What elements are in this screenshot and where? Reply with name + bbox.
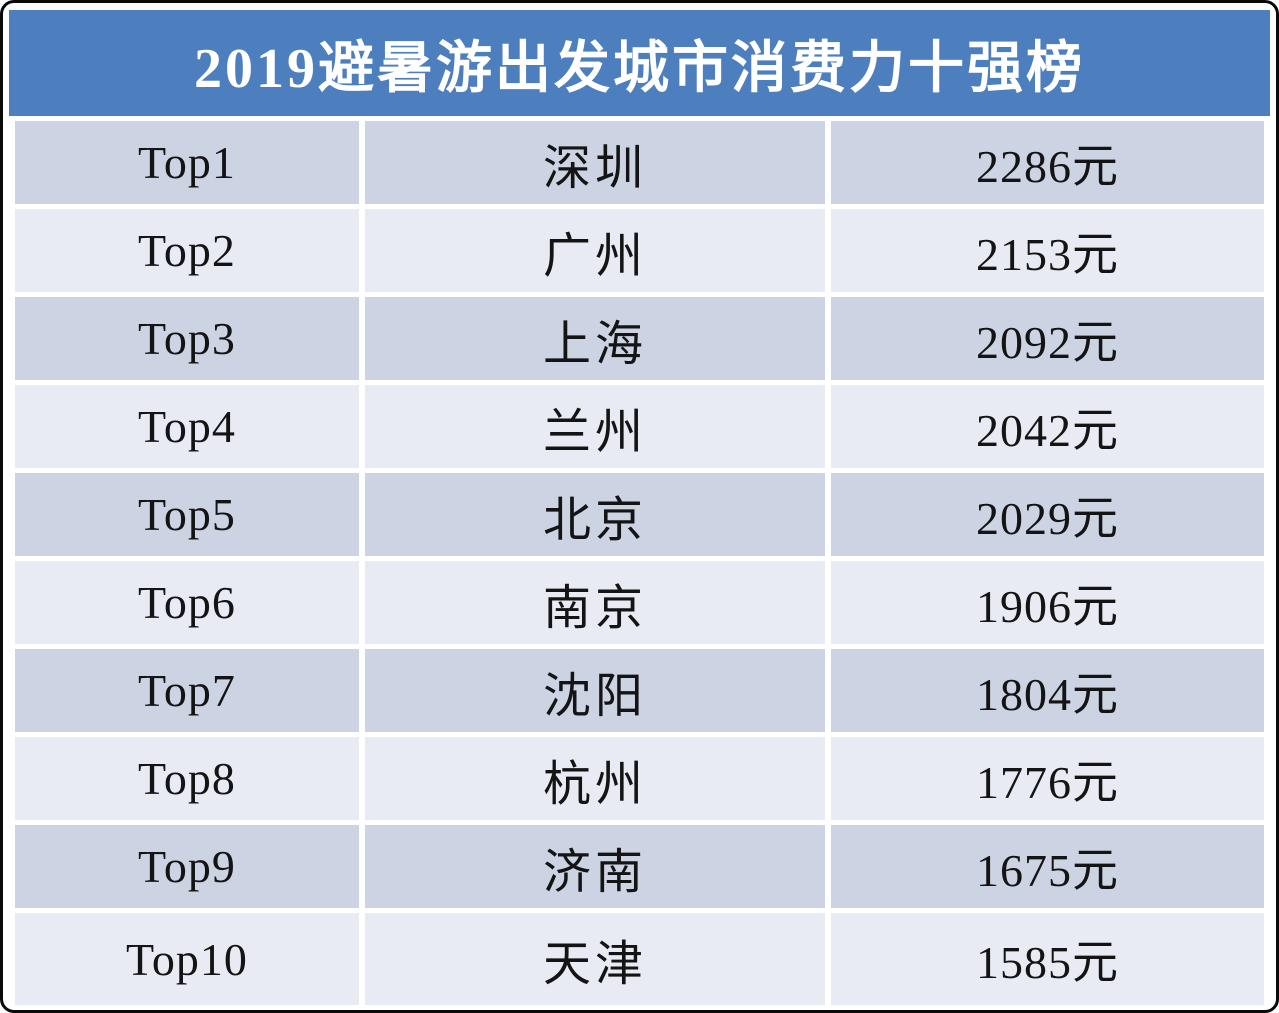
rank-cell: Top9 [15, 825, 359, 908]
price-cell: 1906元 [831, 561, 1264, 644]
table-row: Top3 上海 2092元 [15, 297, 1264, 380]
table-row: Top10 天津 1585元 [15, 913, 1264, 1005]
page-title: 2019避暑游出发城市消费力十强榜 [194, 37, 1085, 100]
price-cell: 2286元 [831, 121, 1264, 204]
table-row: Top4 兰州 2042元 [15, 385, 1264, 468]
table-row: Top7 沈阳 1804元 [15, 649, 1264, 732]
city-cell: 南京 [364, 561, 826, 644]
price-cell: 2092元 [831, 297, 1264, 380]
city-cell: 沈阳 [364, 649, 826, 732]
rank-cell: Top10 [15, 913, 359, 1005]
table-row: Top1 深圳 2286元 [15, 121, 1264, 204]
rank-cell: Top7 [15, 649, 359, 732]
rank-cell: Top1 [15, 121, 359, 204]
table-row: Top2 广州 2153元 [15, 209, 1264, 292]
rank-cell: Top2 [15, 209, 359, 292]
price-cell: 1675元 [831, 825, 1264, 908]
city-cell: 广州 [364, 209, 826, 292]
city-cell: 上海 [364, 297, 826, 380]
table-row: Top5 北京 2029元 [15, 473, 1264, 556]
rank-cell: Top6 [15, 561, 359, 644]
table-row: Top6 南京 1906元 [15, 561, 1264, 644]
city-cell: 天津 [364, 913, 826, 1005]
city-cell: 兰州 [364, 385, 826, 468]
title-bar: 2019避暑游出发城市消费力十强榜 [9, 10, 1270, 116]
price-cell: 2153元 [831, 209, 1264, 292]
rank-cell: Top4 [15, 385, 359, 468]
table-row: Top9 济南 1675元 [15, 825, 1264, 908]
rank-cell: Top8 [15, 737, 359, 820]
city-cell: 济南 [364, 825, 826, 908]
price-cell: 1804元 [831, 649, 1264, 732]
table-row: Top8 杭州 1776元 [15, 737, 1264, 820]
city-cell: 深圳 [364, 121, 826, 204]
city-cell: 北京 [364, 473, 826, 556]
rank-cell: Top5 [15, 473, 359, 556]
price-cell: 2029元 [831, 473, 1264, 556]
price-cell: 2042元 [831, 385, 1264, 468]
price-cell: 1776元 [831, 737, 1264, 820]
ranking-table: Top1 深圳 2286元 Top2 广州 2153元 Top3 上海 2092… [9, 116, 1270, 1010]
city-cell: 杭州 [364, 737, 826, 820]
rank-cell: Top3 [15, 297, 359, 380]
price-cell: 1585元 [831, 913, 1264, 1005]
